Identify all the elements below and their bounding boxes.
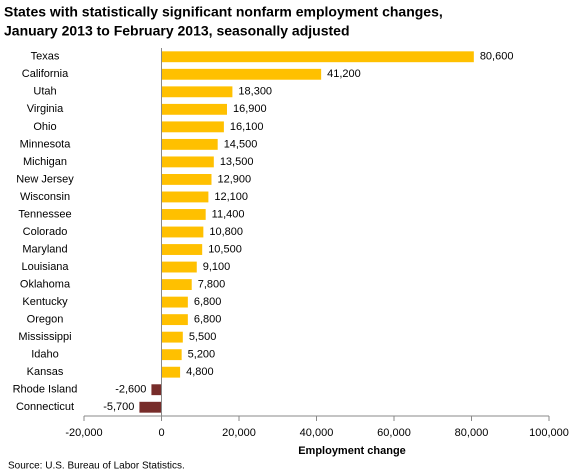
bar [161,226,204,238]
x-tick-label: 40,000 [300,427,334,439]
bar [161,366,181,378]
x-tick-label: 60,000 [377,427,411,439]
x-tick-label: 80,000 [455,427,489,439]
value-label: 7,800 [198,278,226,290]
bar [151,384,162,396]
y-tick-label: Michigan [23,156,67,168]
x-tick-label: 20,000 [222,427,256,439]
bar [161,314,188,326]
x-axis-label: Employment change [298,445,406,457]
y-tick-label: Minnesota [20,138,72,150]
bar [161,121,224,133]
y-tick-label: Virginia [27,103,64,115]
bar [161,244,203,255]
value-label: 16,100 [230,121,264,133]
value-label: 80,600 [480,51,514,63]
value-label: 6,800 [194,296,222,308]
bar [139,401,162,413]
value-label: -2,600 [115,384,146,396]
bar [161,86,233,98]
bar [161,349,182,361]
y-tick-label: New Jersey [16,173,74,185]
value-label: 12,100 [214,191,248,203]
y-tick-label: Mississippi [18,331,71,343]
y-tick-label: Ohio [33,121,56,133]
chart-title: January 2013 to February 2013, seasonall… [4,23,350,39]
value-label: 13,500 [220,156,254,168]
y-tick-label: Wisconsin [20,191,70,203]
value-label: 9,100 [203,261,231,273]
chart-title: States with statistically significant no… [4,4,443,20]
value-label: 12,900 [217,173,251,185]
value-label: 11,400 [212,208,245,220]
value-label: -5,700 [103,401,134,413]
bar [161,51,474,63]
x-tick-label: -20,000 [65,427,102,439]
value-label: 18,300 [238,86,272,98]
value-label: 6,800 [194,314,222,326]
y-tick-label: Rhode Island [13,384,78,396]
bar [161,156,214,168]
value-label: 4,800 [186,366,214,378]
bar [161,296,188,308]
y-tick-label: Connecticut [16,401,74,413]
value-label: 10,500 [208,243,242,255]
y-tick-label: Oklahoma [20,278,71,290]
y-tick-label: Kansas [27,366,64,378]
x-tick-label: 0 [158,427,164,439]
value-label: 14,500 [224,138,258,150]
value-label: 41,200 [327,68,361,80]
value-label: 5,500 [189,331,217,343]
bar [161,261,197,273]
y-tick-label: Oregon [27,314,64,326]
bar [161,68,322,80]
bar [161,138,218,150]
bar [161,209,206,220]
y-tick-label: California [22,68,69,80]
bar [161,191,209,203]
bar [161,173,212,185]
bar [161,103,227,115]
value-label: 16,900 [233,103,267,115]
y-tick-label: Colorado [23,226,68,238]
y-tick-label: Louisiana [21,261,69,273]
source: Source: U.S. Bureau of Labor Statistics. [8,461,185,472]
value-label: 5,200 [188,349,216,361]
x-tick-label: 100,000 [529,427,569,439]
y-tick-label: Maryland [22,243,67,255]
y-tick-label: Idaho [31,349,59,361]
y-tick-label: Tennessee [18,208,71,220]
y-tick-label: Utah [33,86,56,98]
value-label: 10,800 [209,226,243,238]
bar [161,331,183,343]
y-tick-label: Texas [31,51,60,63]
bar [161,279,192,291]
y-tick-label: Kentucky [22,296,68,308]
